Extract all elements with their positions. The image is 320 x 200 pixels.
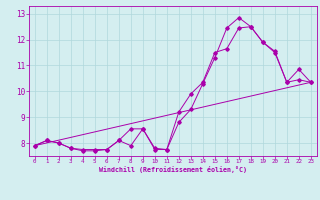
X-axis label: Windchill (Refroidissement éolien,°C): Windchill (Refroidissement éolien,°C)	[99, 166, 247, 173]
